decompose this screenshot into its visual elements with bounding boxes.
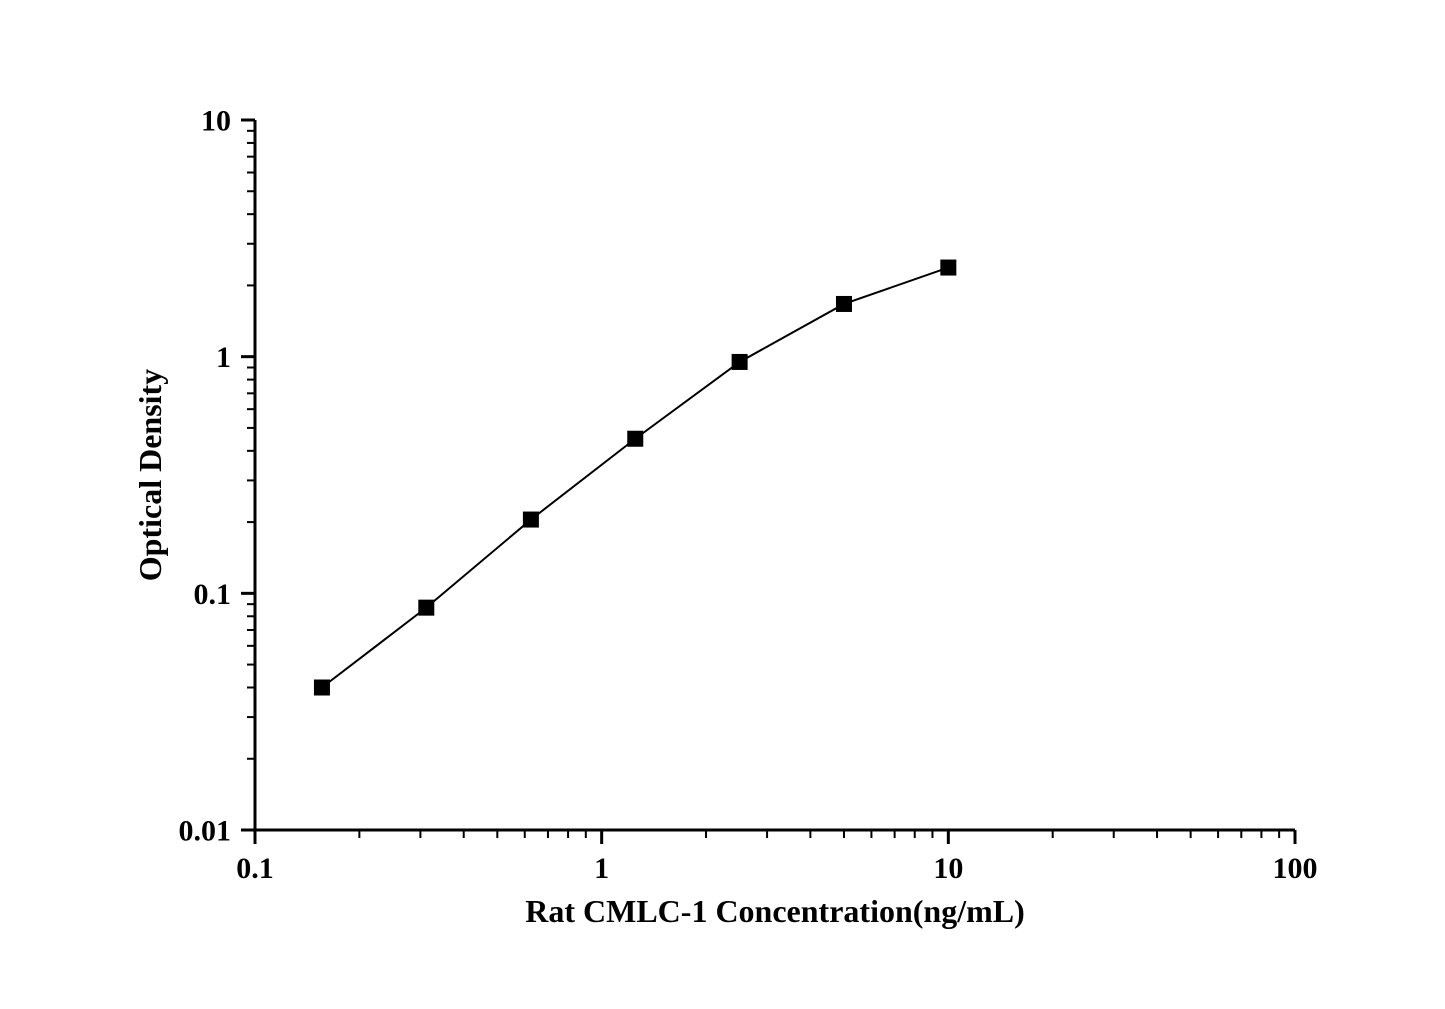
x-axis-label: Rat CMLC-1 Concentration(ng/mL) — [525, 893, 1025, 929]
y-tick-label: 1 — [216, 341, 231, 374]
x-tick-label: 1 — [594, 852, 609, 885]
data-marker — [314, 680, 330, 696]
standard-curve-chart: 0.11101000.010.1110Rat CMLC-1 Concentrat… — [0, 0, 1445, 1009]
x-tick-label: 10 — [933, 852, 963, 885]
x-tick-label: 100 — [1273, 852, 1318, 885]
data-marker — [732, 354, 748, 370]
data-marker — [627, 431, 643, 447]
y-axis-label: Optical Density — [132, 369, 168, 581]
y-tick-label: 0.1 — [194, 578, 232, 611]
chart-container: 0.11101000.010.1110Rat CMLC-1 Concentrat… — [0, 0, 1445, 1009]
y-tick-label: 0.01 — [179, 815, 232, 848]
data-marker — [523, 512, 539, 528]
chart-background — [0, 0, 1445, 1009]
data-marker — [940, 260, 956, 276]
y-tick-label: 10 — [201, 105, 231, 138]
data-marker — [836, 296, 852, 312]
data-marker — [418, 600, 434, 616]
x-tick-label: 0.1 — [236, 852, 274, 885]
